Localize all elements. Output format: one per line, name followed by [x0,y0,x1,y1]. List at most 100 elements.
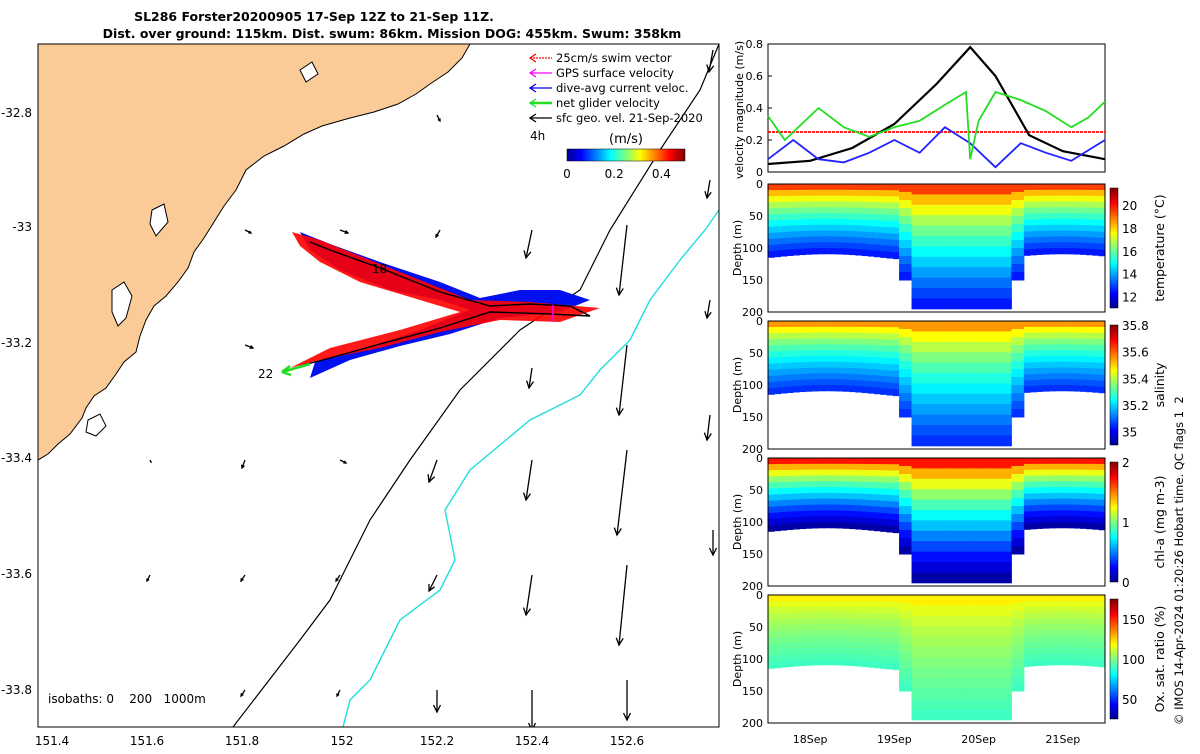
section-cell [886,351,894,359]
section-cell [1042,606,1050,614]
section-cell [799,463,806,471]
section-cell [930,636,937,648]
velocity-panel: 00.20.40.60.8 velocity magnitude (m/s) [733,38,1106,179]
section-cell [1086,385,1094,393]
section-cell [967,184,975,195]
section-cell [1011,619,1019,628]
section-cell [1023,499,1031,507]
section-cell [1036,213,1044,220]
section-cell [1067,504,1075,511]
section-cell [1092,458,1100,465]
section-cell [1086,618,1094,625]
section-cell [886,196,894,204]
section-cell [1042,344,1050,351]
section-cell [824,475,831,482]
section-cell [911,572,919,584]
section-cell [1036,326,1044,334]
section-cell [1011,329,1019,338]
section-cell [1042,242,1050,249]
section-cell [1086,600,1094,608]
section-cell [768,220,775,228]
section-cell [905,393,913,402]
section-cell [892,184,900,191]
section-y-tick: 200 [742,306,763,319]
section-cell [768,607,775,614]
section-cell [1011,192,1019,201]
section-cell [855,487,863,495]
section-cell [955,215,962,227]
section-cell [924,551,931,563]
section-cell [830,653,838,660]
section-cell [967,194,975,206]
section-cell [830,469,838,476]
section-cell [930,572,937,584]
section-cell [986,636,994,648]
section-cell [786,475,794,483]
section-cell [1048,242,1056,249]
section-cell [1017,675,1025,684]
section-cell [867,476,875,483]
section-cell [824,595,831,602]
section-cell [799,475,806,483]
section-cell [836,516,844,523]
section-cell [955,256,962,268]
section-cell [792,201,800,209]
section-cell [967,373,975,384]
section-cell [992,530,1000,542]
section-cell [955,184,962,195]
section-cell [936,699,944,710]
section-cell [980,595,987,606]
section-cell [930,699,937,710]
section-cell [811,230,819,237]
section-cell [1023,642,1031,649]
section-cell [899,458,906,467]
section-cell [786,630,794,638]
section-cell [1005,458,1012,469]
section-cell [768,488,775,496]
section-cell [930,184,937,195]
section-cell [1005,194,1012,206]
section-cell [992,709,1000,721]
section-cell [792,600,800,608]
section-cell [780,238,788,245]
section-cell [1055,236,1062,243]
section-cell [998,458,1006,469]
section-cell [905,337,913,346]
section-cell [799,338,806,346]
section-cell [842,487,850,494]
glider-track [299,241,591,367]
section-cell [1048,350,1056,357]
section-cell [1061,213,1069,220]
section-cell [930,468,937,480]
section-cell [1073,600,1081,608]
section-cell [924,204,931,216]
section-cell [805,510,813,518]
section-cell [855,374,863,381]
section-cell [874,458,881,465]
section-cell [1017,458,1025,467]
section-cell [1098,493,1106,501]
section-cell [998,541,1006,553]
section-cell [880,482,888,490]
section-cell [1030,243,1037,250]
section-cell [980,404,987,416]
section-cell [811,224,819,232]
section-cell [1086,516,1094,524]
section-cell [1017,361,1025,370]
section-cell [1023,368,1031,375]
section-cell [930,678,937,690]
section-cell [1048,213,1056,220]
section-cell [967,636,975,648]
section-cell [967,626,975,638]
section-cell [1048,458,1056,465]
section-cell [917,678,925,690]
section-cell [849,213,856,220]
section-cell [1067,463,1075,471]
section-cell [836,361,844,369]
section-colorbar [1109,187,1119,309]
section-cell [986,256,994,268]
section-cell [874,339,881,346]
section-cell [1011,595,1019,604]
section-cell [905,353,913,362]
section-cell [855,326,863,334]
